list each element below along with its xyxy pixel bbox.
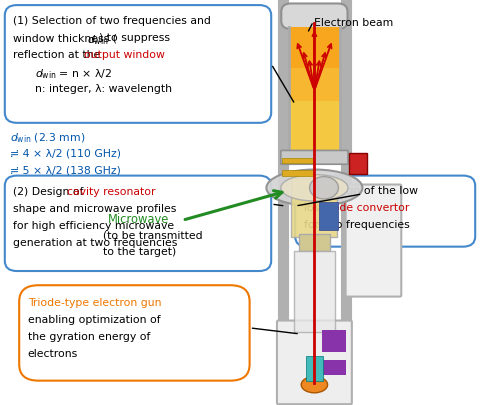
Ellipse shape (281, 175, 348, 202)
Text: output window: output window (84, 50, 165, 60)
Text: (to be transmitted: (to be transmitted (103, 230, 203, 240)
Text: loss: loss (304, 202, 328, 212)
Bar (282, 171, 313, 176)
Text: for two frequencies: for two frequencies (304, 219, 409, 229)
Text: ≓ 4 × λ/2 (110 GHz): ≓ 4 × λ/2 (110 GHz) (10, 148, 120, 158)
Text: (3) Design of the low: (3) Design of the low (304, 185, 418, 195)
Text: enabling optimization of: enabling optimization of (28, 314, 160, 324)
Text: Microwave: Microwave (108, 213, 169, 226)
Text: electrons: electrons (28, 348, 78, 358)
Text: Triode-type electron gun: Triode-type electron gun (28, 297, 161, 307)
Bar (291, 178, 337, 237)
Text: reflection at the: reflection at the (13, 50, 104, 60)
FancyBboxPatch shape (19, 286, 250, 381)
Bar (289, 28, 340, 152)
FancyBboxPatch shape (277, 321, 352, 404)
FancyBboxPatch shape (5, 6, 271, 124)
Bar (349, 154, 367, 174)
Bar (294, 251, 335, 332)
Text: Electron beam: Electron beam (314, 18, 394, 28)
Ellipse shape (266, 170, 362, 207)
Text: to the target): to the target) (103, 247, 177, 257)
Text: mode convertor: mode convertor (322, 202, 409, 212)
Text: $d_{\mathrm{win}}$: $d_{\mathrm{win}}$ (87, 33, 108, 47)
Text: $d_{\mathrm{win}}$ (2.3 mm): $d_{\mathrm{win}}$ (2.3 mm) (10, 131, 85, 144)
Bar (322, 330, 346, 352)
Bar (322, 360, 346, 375)
Ellipse shape (301, 377, 327, 393)
Bar (319, 202, 338, 231)
Text: (1) Selection of two frequencies and: (1) Selection of two frequencies and (13, 16, 211, 26)
Text: shape and microwave profiles: shape and microwave profiles (13, 203, 177, 213)
Text: $d_{\mathrm{win}}$ = n × λ/2: $d_{\mathrm{win}}$ = n × λ/2 (35, 67, 112, 81)
FancyBboxPatch shape (281, 151, 348, 165)
Text: the gyration energy of: the gyration energy of (28, 331, 150, 341)
Ellipse shape (310, 177, 338, 200)
FancyBboxPatch shape (5, 176, 271, 271)
Bar (299, 235, 330, 251)
Text: (2) Design of: (2) Design of (13, 186, 87, 196)
Bar (289, 28, 340, 69)
Text: ) to suppress: ) to suppress (99, 33, 170, 43)
Text: for high efficiency microwave: for high efficiency microwave (13, 220, 175, 230)
Bar (289, 28, 340, 101)
Bar (306, 356, 323, 381)
Text: ≓ 5 × λ/2 (138 GHz): ≓ 5 × λ/2 (138 GHz) (10, 165, 120, 175)
Text: window thickness (: window thickness ( (13, 33, 117, 43)
FancyBboxPatch shape (295, 176, 475, 247)
Text: cavity resonator: cavity resonator (67, 186, 156, 196)
Text: n: integer, λ: wavelength: n: integer, λ: wavelength (35, 84, 172, 94)
Bar (282, 158, 313, 164)
Text: generation at two frequencies: generation at two frequencies (13, 237, 178, 247)
FancyBboxPatch shape (346, 185, 401, 297)
FancyBboxPatch shape (281, 4, 348, 30)
